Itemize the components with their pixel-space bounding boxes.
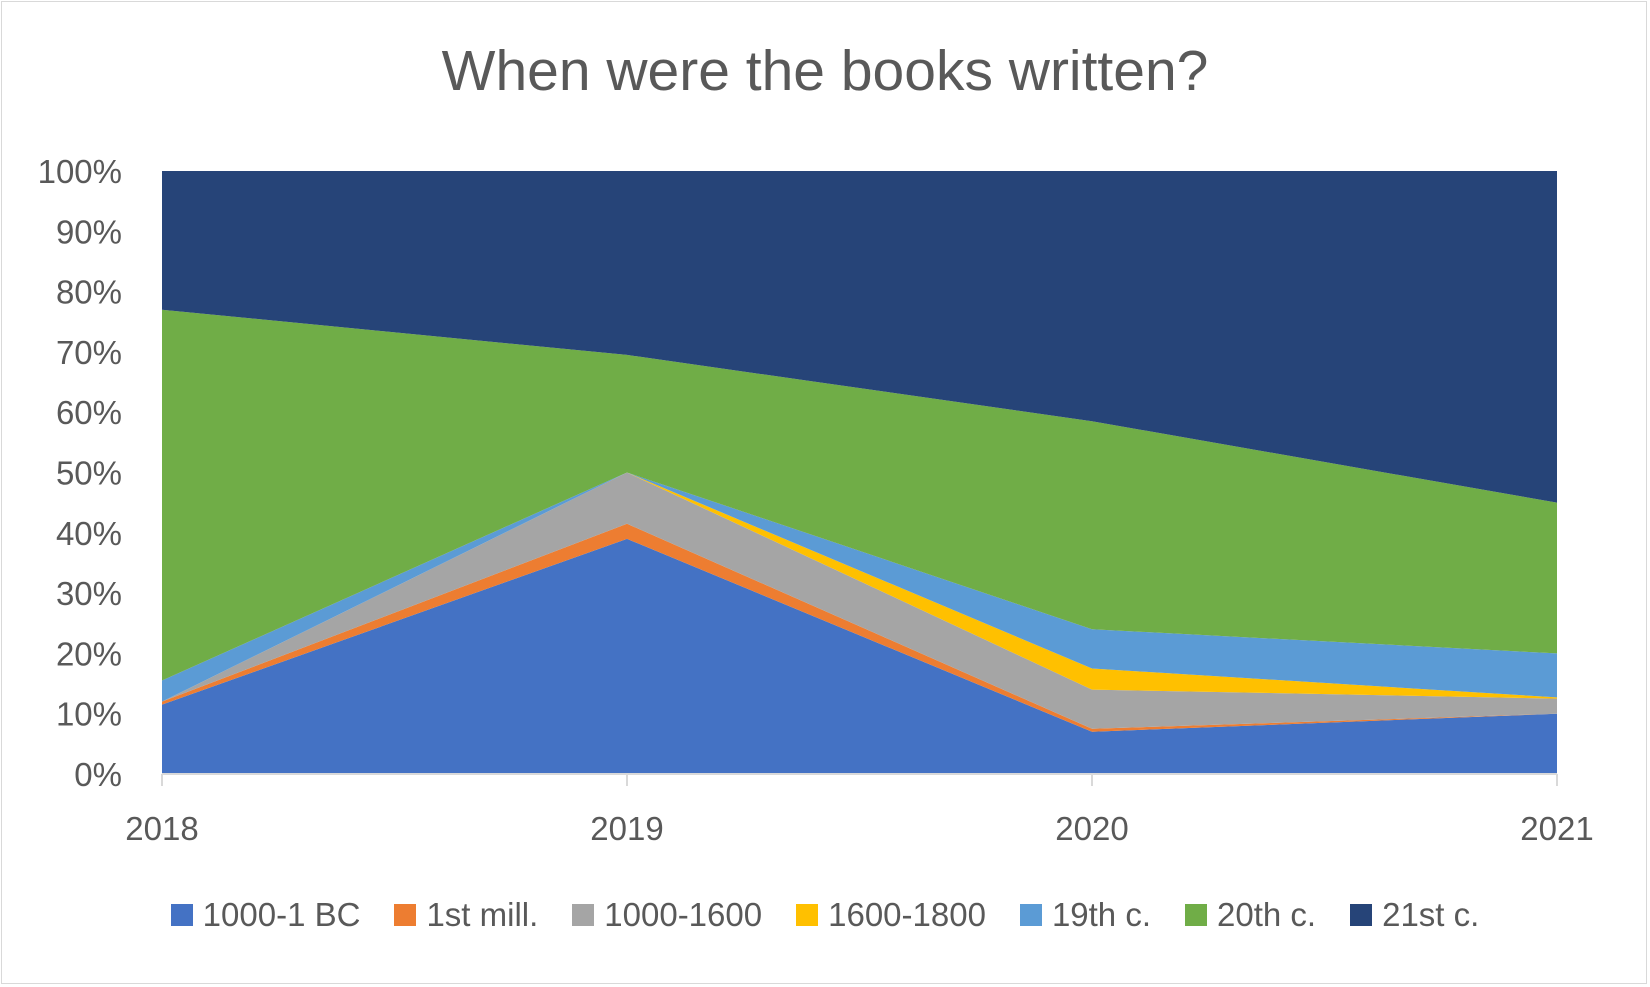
legend-label: 1600-1800 bbox=[828, 896, 986, 933]
y-tick-label: 50% bbox=[56, 455, 122, 492]
legend-swatch bbox=[1185, 904, 1208, 926]
legend-label: 21st c. bbox=[1382, 896, 1480, 933]
legend-item: 1600-1800 bbox=[796, 896, 986, 934]
legend-item: 1000-1600 bbox=[572, 896, 762, 934]
legend-item: 1000-1 BC bbox=[170, 896, 361, 934]
legend-swatch bbox=[170, 904, 193, 926]
y-tick-label: 80% bbox=[56, 274, 122, 311]
legend-label: 19th c. bbox=[1051, 896, 1152, 933]
legend-swatch bbox=[1350, 904, 1373, 926]
area-series-2 bbox=[162, 472, 1557, 729]
chart-legend: 1000-1 BC 1st mill. 1000-1600 1600-1800 19th… bbox=[0, 896, 1650, 934]
legend-label: 1000-1600 bbox=[604, 896, 763, 933]
y-tick-label: 0% bbox=[74, 756, 122, 793]
legend-item: 1st mill. bbox=[394, 896, 538, 934]
legend-swatch bbox=[796, 904, 819, 926]
area-series-1 bbox=[162, 523, 1557, 732]
y-tick-label: 40% bbox=[56, 515, 122, 552]
x-tick-label: 2019 bbox=[590, 810, 663, 847]
legend-item: 20th c. bbox=[1185, 896, 1316, 934]
y-tick-label: 10% bbox=[56, 696, 122, 733]
x-tick-label: 2021 bbox=[1520, 810, 1593, 847]
area-series-4 bbox=[162, 472, 1557, 702]
area-series-6 bbox=[162, 171, 1557, 503]
y-tick-label: 90% bbox=[56, 213, 122, 250]
area-series-0 bbox=[162, 538, 1557, 774]
legend-item: 21st c. bbox=[1350, 896, 1479, 934]
y-tick-label: 30% bbox=[56, 575, 122, 612]
legend-swatch bbox=[572, 904, 595, 926]
legend-item: 19th c. bbox=[1019, 896, 1152, 934]
legend-swatch bbox=[394, 904, 417, 926]
legend-label: 20th c. bbox=[1217, 896, 1317, 933]
legend-label: 1st mill. bbox=[426, 896, 539, 933]
y-tick-label: 70% bbox=[56, 334, 122, 371]
x-tick-label: 2020 bbox=[1055, 810, 1128, 847]
x-tick-label: 2018 bbox=[125, 810, 198, 847]
legend-label: 1000-1 BC bbox=[202, 896, 361, 933]
legend-swatch bbox=[1019, 904, 1042, 926]
area-series-5 bbox=[162, 309, 1557, 681]
chart-title: When were the books written? bbox=[441, 39, 1209, 103]
y-tick-label: 20% bbox=[56, 635, 122, 672]
y-tick-label: 100% bbox=[38, 153, 122, 190]
y-tick-label: 60% bbox=[56, 394, 122, 431]
